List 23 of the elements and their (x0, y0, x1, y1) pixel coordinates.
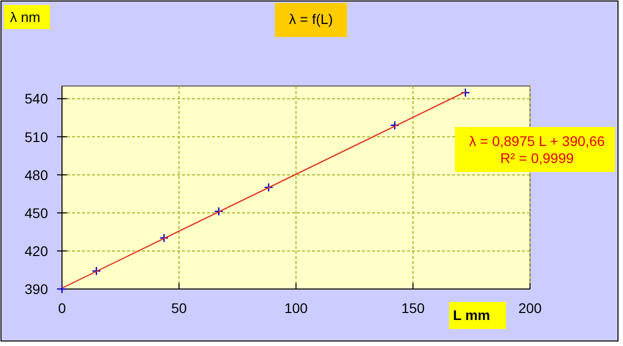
x-tick-label: 100 (284, 300, 308, 316)
x-tick-label: 150 (401, 300, 425, 316)
y-tick-label: 420 (24, 242, 48, 259)
point (214, 206, 224, 216)
x-tick-label: 200 (518, 300, 542, 316)
y-tick-label: 480 (24, 166, 48, 183)
y-tick-label: 540 (24, 90, 48, 107)
x-tick-label: 0 (58, 300, 66, 316)
point (264, 182, 274, 192)
annotation: λ = 0,8975 L + 390,66 (469, 133, 606, 149)
point (390, 120, 400, 130)
x-tick-label: 50 (171, 300, 187, 316)
point (159, 233, 169, 243)
point (57, 284, 67, 294)
y-tick-label: 450 (24, 204, 48, 221)
x-axis-title: L mm (453, 307, 490, 323)
y-tick-label: 390 (24, 281, 48, 297)
chart-title: λ = f(L) (289, 11, 333, 27)
annotation: R² = 0,9999 (500, 150, 574, 166)
point (92, 266, 102, 276)
point (460, 88, 470, 98)
y-tick-label: 510 (24, 128, 48, 145)
y-axis-title: λ nm (10, 9, 40, 25)
